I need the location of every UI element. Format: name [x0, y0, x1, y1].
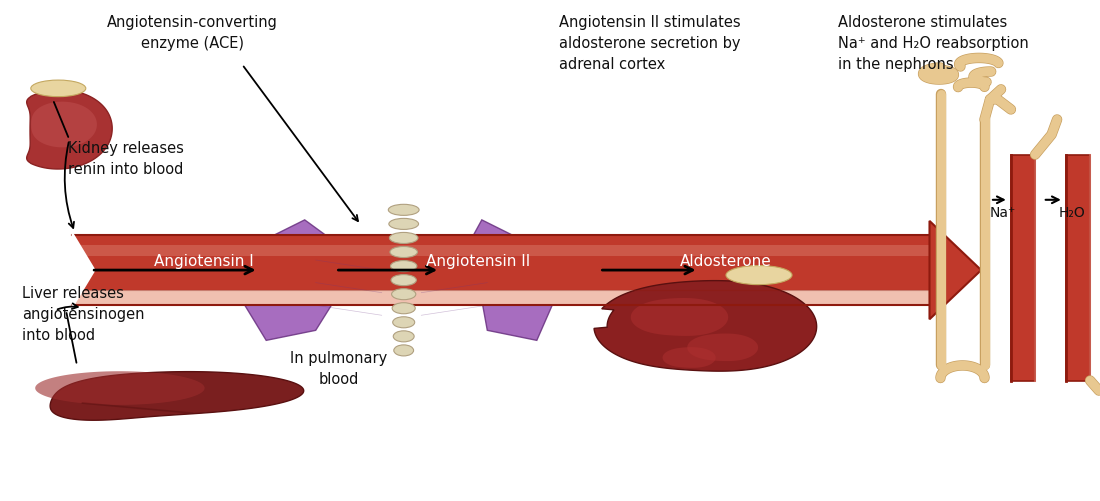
Polygon shape [630, 299, 728, 336]
Ellipse shape [31, 81, 86, 97]
Ellipse shape [394, 345, 414, 356]
Text: Na⁺: Na⁺ [990, 206, 1016, 220]
FancyBboxPatch shape [1066, 155, 1090, 381]
Polygon shape [471, 220, 559, 341]
Polygon shape [688, 334, 758, 361]
Ellipse shape [392, 303, 416, 314]
Polygon shape [930, 221, 981, 320]
Polygon shape [31, 102, 97, 148]
Text: Aldosterone: Aldosterone [680, 253, 772, 268]
Text: Angiotensin I: Angiotensin I [154, 253, 253, 268]
Polygon shape [51, 372, 304, 420]
Polygon shape [594, 281, 816, 371]
Text: In pulmonary
blood: In pulmonary blood [290, 351, 387, 387]
Ellipse shape [389, 247, 418, 258]
FancyBboxPatch shape [72, 235, 930, 290]
Polygon shape [72, 230, 96, 311]
Polygon shape [239, 220, 338, 341]
Polygon shape [26, 91, 112, 170]
Ellipse shape [393, 317, 415, 328]
Ellipse shape [388, 205, 419, 216]
Ellipse shape [392, 275, 416, 286]
Polygon shape [662, 348, 716, 368]
Text: H₂O: H₂O [1059, 206, 1086, 220]
FancyBboxPatch shape [72, 246, 930, 257]
FancyBboxPatch shape [72, 290, 930, 306]
Ellipse shape [390, 261, 417, 272]
Ellipse shape [389, 233, 418, 244]
Text: Angiotensin II stimulates
aldosterone secretion by
adrenal cortex: Angiotensin II stimulates aldosterone se… [559, 15, 740, 72]
FancyBboxPatch shape [1011, 155, 1035, 381]
Ellipse shape [726, 266, 792, 285]
Text: Aldosterone stimulates
Na⁺ and H₂O reabsorption
in the nephrons: Aldosterone stimulates Na⁺ and H₂O reabs… [838, 15, 1028, 72]
Text: Angiotensin-converting
enzyme (ACE): Angiotensin-converting enzyme (ACE) [107, 15, 278, 51]
Ellipse shape [388, 219, 418, 230]
Text: Angiotensin II: Angiotensin II [427, 253, 530, 268]
Ellipse shape [392, 289, 416, 300]
Ellipse shape [394, 331, 414, 342]
Text: Kidney releases
renin into blood: Kidney releases renin into blood [68, 140, 184, 176]
Polygon shape [35, 371, 205, 405]
Text: Liver releases
angiotensinogen
into blood: Liver releases angiotensinogen into bloo… [22, 286, 144, 343]
